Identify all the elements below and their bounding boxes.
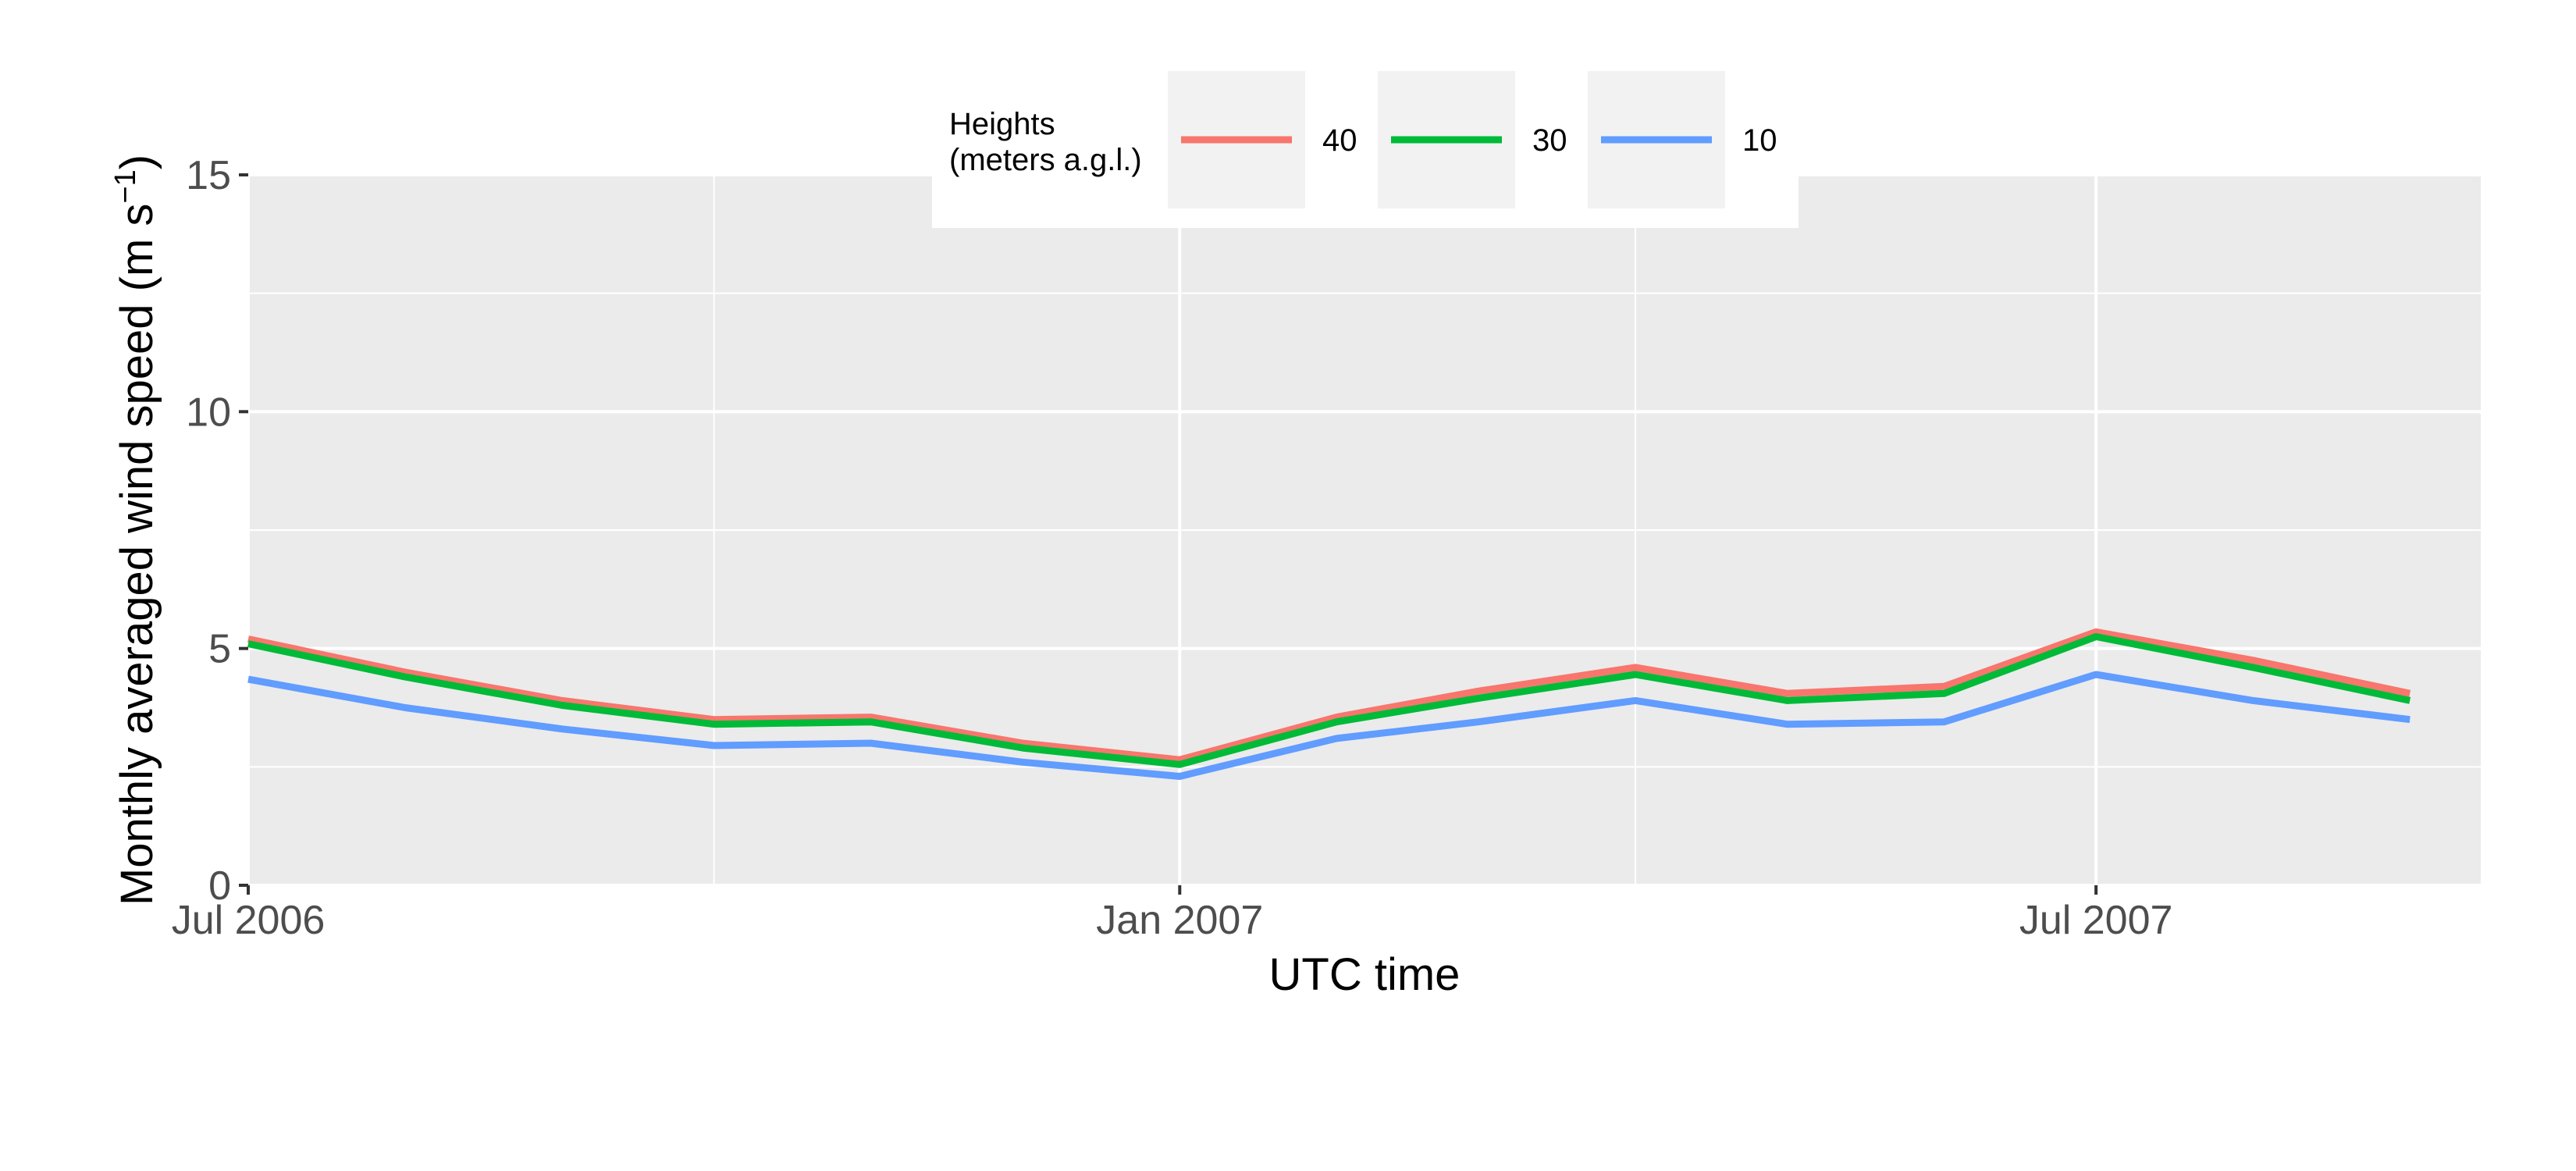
- y-axis-title-main: Monthly averaged wind speed (m s: [112, 204, 162, 906]
- y-tick-label: 0: [208, 863, 231, 909]
- legend-label-30: 30: [1532, 123, 1567, 158]
- legend-label-10: 10: [1742, 123, 1777, 158]
- legend-title-line1: Heights: [949, 107, 1055, 141]
- legend-title: Heights (meters a.g.l.): [949, 107, 1142, 177]
- legend-title-line2: (meters a.g.l.): [949, 143, 1142, 177]
- series-line-10: [247, 671, 2411, 780]
- y-axis-title-close: ): [112, 155, 162, 169]
- y-axis: 0 5 10 15: [186, 153, 248, 909]
- x-tick-label: Jan 2007: [1096, 898, 1263, 943]
- y-tick-label: 15: [186, 153, 231, 198]
- minor-gridlines: [248, 175, 2481, 885]
- series-line-30: [247, 633, 2411, 768]
- y-tick-label: 10: [186, 390, 231, 435]
- x-axis-title: UTC time: [1269, 949, 1461, 1000]
- x-tick-label: Jul 2007: [2019, 898, 2173, 943]
- y-axis-title-superscript: −1: [109, 169, 142, 203]
- y-axis-title: Monthly averaged wind speed (m s−1): [109, 155, 162, 906]
- x-tick-label: Jul 2006: [172, 898, 326, 943]
- legend-items: 40 30 10: [1168, 71, 1777, 208]
- series-line-40: [247, 628, 2411, 763]
- y-tick-label: 5: [208, 627, 231, 672]
- x-axis: Jul 2006 Jan 2007 Jul 2007: [172, 885, 2173, 943]
- series-lines: [247, 628, 2411, 780]
- legend-label-40: 40: [1322, 123, 1357, 158]
- legend: Heights (meters a.g.l.) 40 30 10: [932, 55, 1799, 228]
